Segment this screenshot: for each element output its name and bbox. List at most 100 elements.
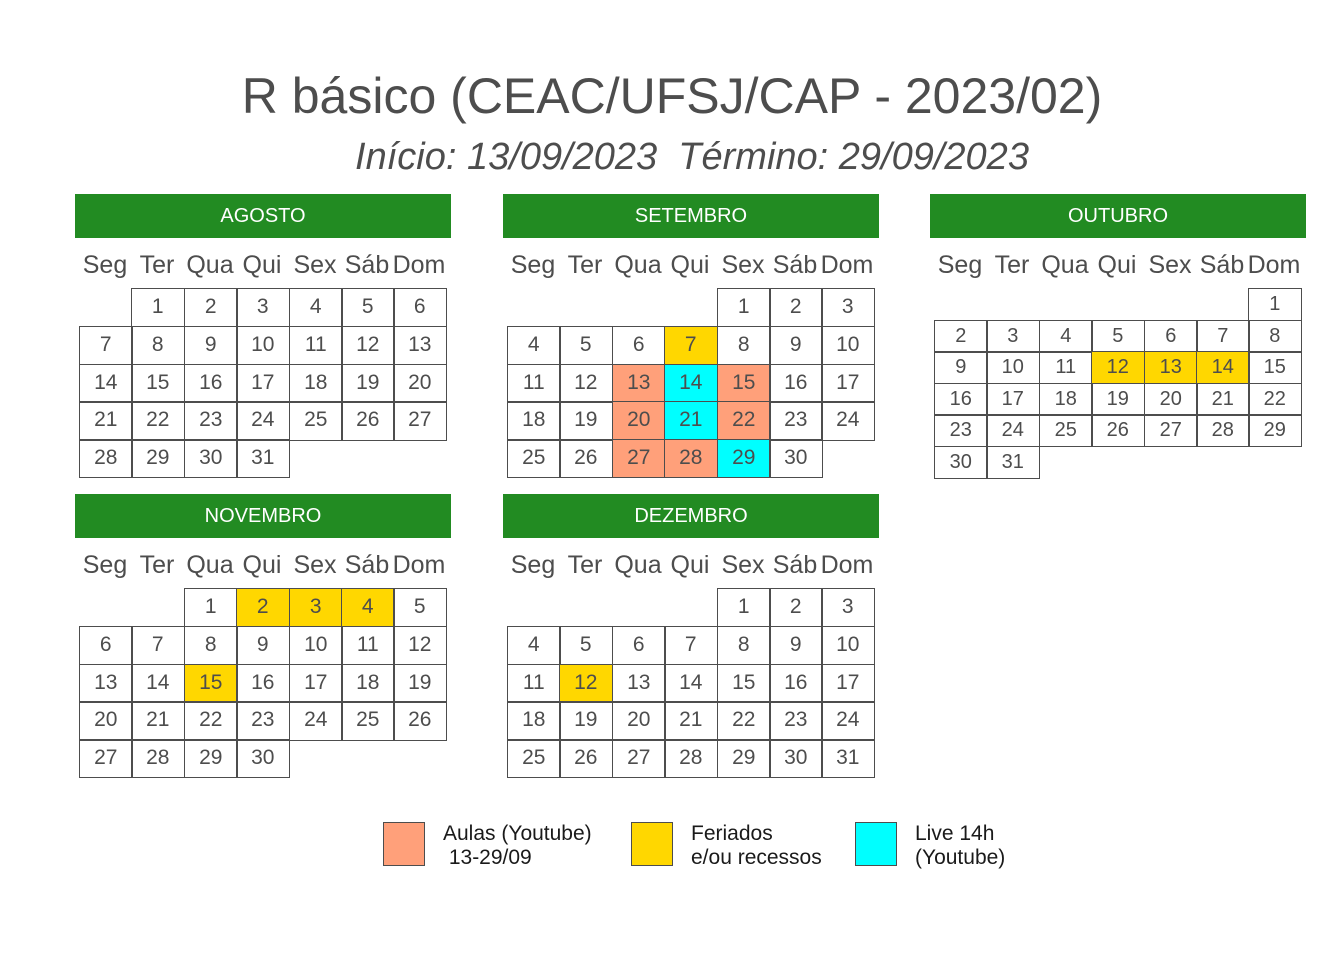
day-cell: 2 (235, 588, 290, 628)
day-cell: 10 (820, 325, 875, 366)
day-cell: 14 (663, 363, 718, 403)
day-cell: 28 (130, 739, 185, 779)
day-cell: 31 (820, 739, 875, 779)
day-cell: 20 (611, 701, 666, 741)
day-cell: 25 (1038, 414, 1093, 448)
day-cell: 27 (1143, 414, 1198, 448)
weekday-label: Dom (1247, 251, 1301, 279)
day-cell: 28 (663, 439, 718, 479)
day-cell: 2 (933, 319, 988, 353)
day-cell: 3 (820, 588, 875, 628)
day-cell: 7 (130, 625, 185, 666)
day-cell: 18 (288, 363, 343, 403)
day-cell: 15 (183, 663, 238, 703)
day-cell: 13 (392, 325, 447, 366)
day-cell: 14 (78, 363, 133, 403)
day-cell: 21 (663, 701, 718, 741)
day-cell: 2 (768, 588, 823, 628)
day-cell: 1 (716, 588, 771, 628)
weekday-label: Seg (510, 551, 556, 579)
day-cell: 19 (558, 701, 613, 741)
day-cell: 1 (130, 288, 185, 328)
day-cell: 29 (1247, 414, 1302, 448)
weekday-label: Seg (82, 251, 128, 279)
page-title: R básico (CEAC/UFSJ/CAP - 2023/02) (241, 68, 1103, 124)
day-cell: 30 (768, 739, 823, 779)
weekday-label: Ter (994, 251, 1030, 279)
day-cell: 9 (768, 625, 823, 666)
day-cell: 8 (716, 325, 771, 366)
day-cell: 21 (130, 701, 185, 741)
day-cell: 15 (716, 663, 771, 703)
day-cell: 26 (1090, 414, 1145, 448)
day-cell: 28 (78, 439, 133, 479)
weekday-label: Qua (186, 551, 234, 579)
day-cell: 6 (78, 625, 133, 666)
day-cell: 1 (1247, 288, 1302, 322)
day-cell: 22 (1247, 382, 1302, 416)
day-cell: 13 (611, 363, 666, 403)
day-cell: 14 (1195, 351, 1250, 385)
day-cell: 20 (78, 701, 133, 741)
day-cell: 8 (716, 625, 771, 666)
day-cell: 9 (768, 325, 823, 366)
day-cell: 18 (1038, 382, 1093, 416)
day-cell: 3 (288, 588, 343, 628)
month-header: AGOSTO (75, 194, 451, 238)
weekday-label: Qui (242, 551, 282, 579)
day-cell: 5 (558, 325, 613, 366)
day-cell: 20 (1143, 382, 1198, 416)
weekday-label: Dom (392, 251, 446, 279)
day-cell: 3 (820, 288, 875, 328)
day-cell: 10 (820, 625, 875, 666)
day-cell: 2 (768, 288, 823, 328)
day-cell: 23 (933, 414, 988, 448)
day-cell: 18 (506, 701, 561, 741)
day-cell: 24 (288, 701, 343, 741)
day-cell: 12 (392, 625, 447, 666)
weekday-label: Ter (567, 551, 603, 579)
day-cell: 23 (768, 701, 823, 741)
weekday-label: Qua (186, 251, 234, 279)
day-cell: 29 (716, 739, 771, 779)
weekday-label: Qui (242, 251, 282, 279)
legend-label: Live 14h (Youtube) (915, 822, 1006, 869)
day-cell: 17 (235, 363, 290, 403)
day-cell: 13 (78, 663, 133, 703)
day-cell: 28 (1195, 414, 1250, 448)
day-cell: 20 (611, 401, 666, 441)
day-cell: 31 (985, 446, 1040, 480)
day-cell: 1 (183, 588, 238, 628)
day-cell: 25 (340, 701, 395, 741)
month-header: OUTUBRO (930, 194, 1306, 238)
weekday-label: Sáb (772, 551, 818, 579)
day-cell: 9 (933, 351, 988, 385)
day-cell: 10 (235, 325, 290, 366)
day-cell: 17 (820, 363, 875, 403)
day-cell: 4 (506, 625, 561, 666)
day-cell: 29 (716, 439, 771, 479)
day-cell: 5 (558, 625, 613, 666)
day-cell: 11 (288, 325, 343, 366)
legend-swatch (855, 822, 897, 866)
day-cell: 3 (235, 288, 290, 328)
day-cell: 4 (1038, 319, 1093, 353)
day-cell: 27 (611, 739, 666, 779)
day-cell: 24 (820, 701, 875, 741)
day-cell: 19 (1090, 382, 1145, 416)
day-cell: 7 (78, 325, 133, 366)
day-cell: 6 (392, 288, 447, 328)
day-cell: 17 (985, 382, 1040, 416)
day-cell: 16 (235, 663, 290, 703)
day-cell: 2 (183, 288, 238, 328)
month-header: NOVEMBRO (75, 494, 451, 538)
day-cell: 5 (340, 288, 395, 328)
day-cell: 24 (985, 414, 1040, 448)
weekday-label: Sex (1148, 251, 1192, 279)
weekday-label: Dom (392, 551, 446, 579)
day-cell: 23 (235, 701, 290, 741)
day-cell: 26 (558, 439, 613, 479)
month-header: DEZEMBRO (503, 494, 879, 538)
day-cell: 9 (235, 625, 290, 666)
weekday-header-row: Seg Ter Qua Qui Sex Sáb Dom (75, 248, 455, 282)
